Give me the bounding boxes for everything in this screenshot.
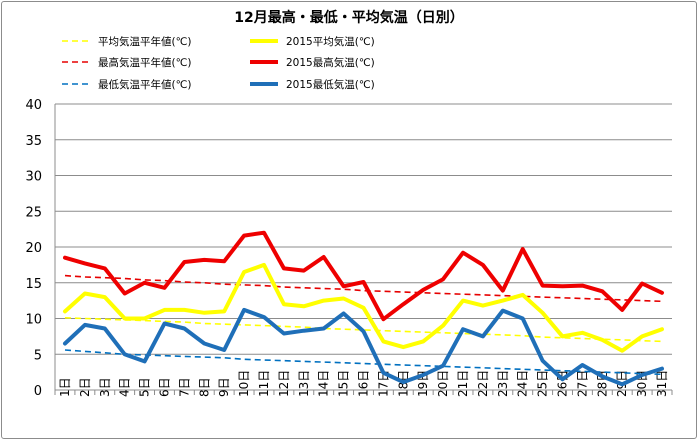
x-tick-label: 11日 xyxy=(257,370,271,397)
legend-label-0: 平均気温平年値(℃) xyxy=(98,35,192,48)
x-tick-label: 23日 xyxy=(496,370,510,397)
series-group xyxy=(63,230,664,387)
x-tick-label: 4日 xyxy=(118,377,132,397)
series-line-1 xyxy=(63,262,664,353)
x-tick-label: 15日 xyxy=(337,370,351,397)
y-tick-label: 30 xyxy=(25,170,42,185)
series-line-3 xyxy=(63,230,664,322)
y-tick-label: 5 xyxy=(34,348,42,363)
legend-label-5: 2015最低気温(℃) xyxy=(286,78,375,91)
x-tick-label: 14日 xyxy=(317,370,331,397)
x-tick-label: 20日 xyxy=(436,370,450,397)
y-tick-label: 15 xyxy=(25,277,42,292)
y-tick-label: 20 xyxy=(25,241,42,256)
y-axis: 0 5 10 15 20 25 30 35 40 xyxy=(25,98,56,399)
x-tick-label: 13日 xyxy=(297,370,311,397)
y-tick-label: 0 xyxy=(34,384,42,399)
x-tick-label: 9日 xyxy=(217,377,231,397)
x-tick-label: 8日 xyxy=(197,377,211,397)
y-tick-label: 10 xyxy=(25,313,42,328)
x-tick-label: 24日 xyxy=(516,370,530,397)
x-tick-label: 5日 xyxy=(138,377,152,397)
x-axis: 1日 2日 3日 4日 5日 6日 7日 8日 9日 10日 11日 12日 13日 14日 15日 16日 1… xyxy=(54,370,673,397)
x-tick-label: 2日 xyxy=(78,377,92,397)
x-tick-label: 6日 xyxy=(157,377,171,397)
x-tick-label: 1日 xyxy=(58,377,72,397)
y-tick-label: 25 xyxy=(25,205,42,220)
series-line-5 xyxy=(63,307,664,387)
x-tick-label: 21日 xyxy=(456,370,470,397)
x-tick-label: 3日 xyxy=(98,377,112,397)
y-tick-label: 40 xyxy=(25,98,42,113)
y-tick-label: 35 xyxy=(25,134,42,149)
legend-label-2: 最高気温平年値(℃) xyxy=(98,56,192,69)
x-tick-label: 10日 xyxy=(237,370,251,397)
x-tick-label: 27日 xyxy=(575,370,589,397)
x-tick-label: 16日 xyxy=(357,370,371,397)
legend-label-1: 2015平均気温(℃) xyxy=(286,35,375,48)
x-tick-label: 31日 xyxy=(655,370,669,397)
chart-title: 12月最高・最低・平均気温（日別） xyxy=(234,9,463,26)
x-tick-label: 22日 xyxy=(476,370,490,397)
legend: 平均気温平年値(℃) 2015平均気温(℃) 最高気温平年値(℃) 2015最高気温(… xyxy=(62,35,375,91)
legend-label-4: 最低気温平年値(℃) xyxy=(98,78,192,91)
x-tick-label: 12日 xyxy=(277,370,291,397)
series-line-2 xyxy=(64,274,663,303)
x-tick-label: 25日 xyxy=(536,370,550,397)
x-tick-label: 7日 xyxy=(177,377,191,397)
legend-label-3: 2015最高気温(℃) xyxy=(286,56,375,69)
